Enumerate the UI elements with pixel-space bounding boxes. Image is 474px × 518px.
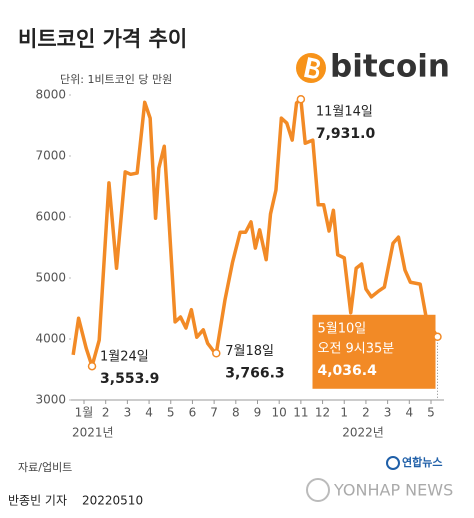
year-label: 2022년 xyxy=(342,426,384,440)
point-marker xyxy=(296,94,306,104)
point-note: 5월10일 xyxy=(317,321,366,336)
agency-en: YONHAP NEWS xyxy=(333,481,453,500)
y-tick-label: 7000 xyxy=(35,149,66,163)
logo-text: bitcoin xyxy=(330,49,450,85)
price-line xyxy=(71,97,439,368)
x-tick-label: 2 xyxy=(362,406,370,420)
point-note: 오전 9시35분 xyxy=(317,341,394,356)
byline: 반종빈 기자 xyxy=(8,494,67,508)
bitcoin-logo: bitcoin xyxy=(296,49,450,85)
x-tick-label: 8 xyxy=(232,406,240,420)
agency-icon xyxy=(386,456,400,470)
x-tick-label: 1 xyxy=(340,406,348,420)
agency: 연합뉴스 xyxy=(402,455,442,469)
watermark-icon xyxy=(306,478,330,502)
value-label: 4,036.4 xyxy=(317,363,377,379)
point-note: 7월18일 xyxy=(225,344,274,359)
y-tick-label: 3000 xyxy=(35,393,66,407)
x-tick-label: 4 xyxy=(405,406,413,420)
source: 자료/업비트 xyxy=(18,461,72,474)
x-tick-label: 12 xyxy=(315,406,330,420)
date: 20220510 xyxy=(82,494,143,508)
value-label: 3,553.9 xyxy=(100,371,159,387)
x-tick-label: 5 xyxy=(427,406,435,420)
logo-glyph xyxy=(304,57,321,79)
x-tick-label: 2 xyxy=(102,406,110,420)
x-tick-label: 10 xyxy=(272,406,287,420)
chart-subtitle: 단위: 1비트코인 당 만원 xyxy=(60,73,172,86)
x-tick-label: 7 xyxy=(210,406,218,420)
year-label: 2021년 xyxy=(72,426,114,440)
x-tick-label: 3 xyxy=(124,406,132,420)
x-tick-label: 6 xyxy=(189,406,197,420)
highlight-box xyxy=(312,314,436,389)
y-tick-label: 6000 xyxy=(35,210,66,224)
point-marker xyxy=(212,349,221,358)
value-label: 3,766.3 xyxy=(225,365,284,381)
point-note: 11월14일 xyxy=(316,105,373,120)
x-tick-label: 5 xyxy=(167,406,175,420)
y-tick-label: 4000 xyxy=(35,332,66,346)
x-tick-label: 4 xyxy=(145,406,153,420)
x-tick-label: 1월 xyxy=(75,406,94,420)
y-tick-label: 8000 xyxy=(35,88,66,102)
point-marker xyxy=(433,332,442,342)
value-label: 7,931.0 xyxy=(316,126,376,142)
point-note: 1월24일 xyxy=(100,350,149,365)
point-marker xyxy=(87,361,97,371)
x-tick-label: 11 xyxy=(293,406,308,420)
x-tick-label: 3 xyxy=(384,406,392,420)
x-tick-label: 9 xyxy=(254,406,262,420)
y-tick-label: 5000 xyxy=(35,271,66,285)
chart-title: 비트코인 가격 추이 xyxy=(18,27,187,51)
